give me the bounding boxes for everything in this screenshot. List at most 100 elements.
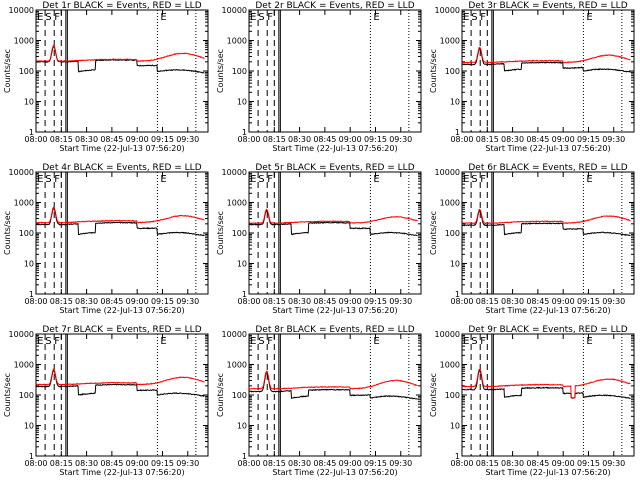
ytick-label: 1000: [14, 361, 34, 370]
series-events-line: [461, 369, 631, 400]
ytick-label: 1000: [227, 361, 247, 370]
xtick-label: 08:30: [75, 459, 98, 468]
ytick-label: 1000: [227, 37, 247, 46]
x-axis-label: Start Time (22-Jul-13 07:56:20): [59, 468, 184, 477]
x-axis-label: Start Time (22-Jul-13 07:56:20): [485, 468, 610, 477]
ytick-label: 1: [242, 452, 247, 461]
xtick-label: 09:15: [577, 135, 600, 144]
xtick-label: 08:45: [526, 135, 549, 144]
marker-label-e-end: E: [586, 174, 592, 185]
xtick-label: 08:00: [450, 135, 473, 144]
y-axis-label: Counts/sec: [3, 373, 12, 417]
xtick-label: 09:15: [577, 297, 600, 306]
marker-label-e: E: [463, 12, 469, 23]
panel-title: Det 1r BLACK = Events, RED = LLD: [42, 1, 201, 11]
xtick-label: 08:30: [75, 297, 98, 306]
ytick-label: 100: [445, 391, 460, 400]
xtick-label: 09:00: [339, 135, 362, 144]
marker-label-s: S: [45, 336, 51, 347]
y-axis-label: Counts/sec: [3, 49, 12, 93]
xtick-label: 09:00: [126, 459, 149, 468]
ytick-label: 100: [445, 229, 460, 238]
xtick-label: 09:00: [126, 135, 149, 144]
xtick-label: 08:00: [237, 459, 260, 468]
ytick-label: 10000: [435, 168, 460, 177]
ytick-label: 1: [29, 290, 34, 299]
marker-label-f: F: [480, 336, 486, 347]
marker-label-e: E: [250, 12, 256, 23]
panel-title: Det 9r BLACK = Events, RED = LLD: [468, 325, 627, 335]
marker-label-e-end: E: [160, 174, 166, 185]
series-events-line: [35, 208, 205, 237]
panel-title: Det 5r BLACK = Events, RED = LLD: [255, 163, 414, 173]
marker-label-f: F: [54, 174, 60, 185]
xtick-label: 08:45: [100, 135, 123, 144]
marker-label-s: S: [258, 174, 264, 185]
xtick-label: 09:15: [151, 297, 174, 306]
marker-label-f: F: [480, 174, 486, 185]
xtick-label: 08:00: [237, 297, 260, 306]
marker-label-e-end: E: [160, 336, 166, 347]
xtick-label: 09:30: [602, 135, 625, 144]
xtick-label: 08:30: [501, 135, 524, 144]
xtick-label: 09:00: [126, 297, 149, 306]
panel-det-7: Det 7r BLACK = Events, RED = LLD 1 10 100 10…: [3, 325, 209, 477]
x-axis-label: Start Time (22-Jul-13 07:56:20): [59, 144, 184, 153]
ytick-label: 10: [24, 260, 34, 269]
series-lld-line: [248, 370, 418, 391]
xtick-label: 08:15: [476, 135, 499, 144]
marker-label-e: E: [37, 336, 43, 347]
series-lld-line: [248, 208, 418, 225]
panel-title: Det 2r BLACK = Events, RED = LLD: [255, 1, 414, 11]
marker-label-e-end: E: [160, 12, 166, 23]
panel-det-1: Det 1r BLACK = Events, RED = LLD 1 10 100 10…: [3, 1, 209, 153]
panel-det-5: Det 5r BLACK = Events, RED = LLD 1 10 100 10…: [216, 163, 422, 315]
ytick-label: 1000: [440, 37, 460, 46]
marker-label-e-end: E: [373, 174, 379, 185]
xtick-label: 08:45: [100, 297, 123, 306]
series-lld-line: [35, 367, 205, 386]
y-axis-label: Counts/sec: [429, 211, 438, 255]
ytick-label: 1000: [440, 199, 460, 208]
xtick-label: 08:45: [313, 459, 336, 468]
panel-title: Det 6r BLACK = Events, RED = LLD: [468, 163, 627, 173]
series-events-line: [461, 209, 631, 237]
ytick-label: 1000: [227, 199, 247, 208]
xtick-label: 09:15: [364, 459, 387, 468]
ytick-label: 100: [232, 391, 247, 400]
xtick-label: 08:30: [75, 135, 98, 144]
xtick-label: 09:30: [389, 135, 412, 144]
xtick-label: 08:15: [476, 459, 499, 468]
marker-label-s: S: [45, 174, 51, 185]
xtick-label: 08:30: [288, 135, 311, 144]
marker-label-e-end: E: [586, 336, 592, 347]
ytick-label: 1: [242, 128, 247, 137]
ytick-label: 1000: [14, 37, 34, 46]
plot-frame: [35, 333, 209, 457]
xtick-label: 09:00: [339, 459, 362, 468]
xtick-label: 08:15: [263, 459, 286, 468]
panel-title: Det 3r BLACK = Events, RED = LLD: [468, 1, 627, 11]
marker-label-f: F: [267, 174, 273, 185]
ytick-label: 10: [450, 422, 460, 431]
panel-det-4: Det 4r BLACK = Events, RED = LLD 1 10 100 10…: [3, 163, 209, 315]
marker-label-f: F: [54, 12, 60, 23]
y-axis-label: Counts/sec: [429, 49, 438, 93]
ytick-label: 100: [232, 229, 247, 238]
xtick-label: 09:15: [577, 459, 600, 468]
x-axis-label: Start Time (22-Jul-13 07:56:20): [272, 468, 397, 477]
ytick-label: 10000: [222, 330, 247, 339]
series-lld-line: [35, 206, 205, 224]
ytick-label: 10000: [9, 6, 34, 15]
xtick-label: 08:30: [501, 297, 524, 306]
marker-label-e-end: E: [373, 336, 379, 347]
series-events-line: [36, 370, 205, 397]
ytick-label: 100: [19, 391, 34, 400]
x-axis-label: Start Time (22-Jul-13 07:56:20): [59, 306, 184, 315]
marker-label-e: E: [463, 174, 469, 185]
xtick-label: 09:30: [602, 297, 625, 306]
marker-label-e: E: [250, 174, 256, 185]
panel-det-3: Det 3r BLACK = Events, RED = LLD 1 10 100 10…: [429, 1, 635, 153]
marker-label-s: S: [258, 336, 264, 347]
